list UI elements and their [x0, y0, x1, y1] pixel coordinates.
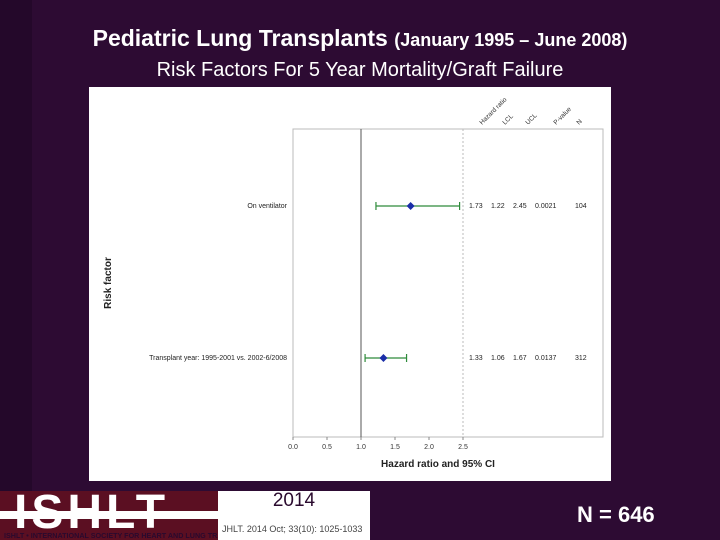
hr-value: 1.33 [469, 355, 483, 362]
x-tick-label: 1.0 [356, 444, 366, 451]
lcl-value: 1.06 [491, 355, 505, 362]
forest-row: On ventilator 1.73 1.22 2.45 0.0021 104 [247, 202, 587, 210]
row-label: Transplant year: 1995-2001 vs. 2002-6/20… [149, 355, 287, 362]
logo-tagline: ISHLT • INTERNATIONAL SOCIETY FOR HEART … [4, 531, 278, 540]
hazard-ratio-marker [406, 202, 415, 210]
x-tick-label: 2.5 [458, 444, 468, 451]
column-header: N [575, 118, 583, 126]
n-value: 104 [575, 203, 587, 210]
plot-frame [292, 128, 604, 438]
logo-tagline-band: ISHLT • INTERNATIONAL SOCIETY FOR HEART … [0, 511, 278, 540]
slide-left-band [0, 0, 32, 540]
citation-text: JHLT. 2014 Oct; 33(10): 1025-1033 [222, 524, 363, 534]
x-axis-label: Hazard ratio and 95% CI [381, 459, 495, 470]
citation-box: 2014 JHLT. 2014 Oct; 33(10): 1025-1033 [218, 490, 370, 540]
x-tick-label: 0.5 [322, 444, 332, 451]
title-main: Pediatric Lung Transplants [92, 25, 388, 51]
slide-title: Pediatric Lung Transplants (January 1995… [0, 24, 720, 54]
ucl-value: 2.45 [513, 203, 527, 210]
slide-subtitle: Risk Factors For 5 Year Mortality/Graft … [156, 59, 564, 81]
row-label: On ventilator [247, 203, 287, 210]
chart-panel: Hazard ratio LCL UCL P-value N On ventilator… [89, 87, 611, 481]
title-dates: (January 1995 – June 2008) [394, 30, 628, 50]
column-header: LCL [501, 113, 515, 127]
hazard-ratio-marker [379, 354, 388, 362]
forest-row: Transplant year: 1995-2001 vs. 2002-6/20… [149, 354, 587, 362]
column-header: P-value [552, 106, 573, 127]
x-tick-label: 2.0 [424, 444, 434, 451]
column-header: UCL [524, 112, 538, 126]
p-value: 0.0137 [535, 355, 557, 362]
sample-size-label: N = 646 [577, 502, 655, 527]
x-tick-label: 1.5 [390, 444, 400, 451]
y-axis-label: Risk factor [103, 257, 114, 309]
citation-year: 2014 [272, 490, 316, 511]
lcl-value: 1.22 [491, 203, 505, 210]
p-value: 0.0021 [535, 203, 557, 210]
hr-value: 1.73 [469, 203, 483, 210]
n-value: 312 [575, 355, 587, 362]
x-tick-label: 0.0 [288, 444, 298, 451]
ucl-value: 1.67 [513, 355, 527, 362]
